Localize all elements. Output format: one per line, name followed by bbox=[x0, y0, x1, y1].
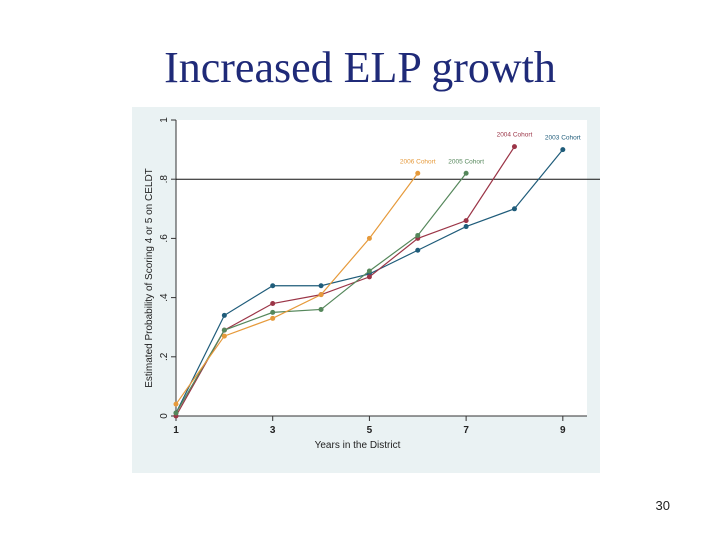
data-point bbox=[366, 235, 372, 241]
x-tick-label: 9 bbox=[560, 425, 566, 436]
data-point bbox=[415, 170, 421, 176]
y-tick-label: 1 bbox=[159, 117, 170, 123]
data-point bbox=[221, 312, 227, 318]
data-point bbox=[270, 283, 276, 289]
series-label: 2004 Cohort bbox=[497, 132, 533, 139]
series-line bbox=[175, 172, 419, 405]
y-tick-label: .2 bbox=[159, 352, 170, 361]
series-label: 2005 Cohort bbox=[448, 158, 484, 165]
data-point bbox=[463, 218, 469, 224]
data-point bbox=[318, 306, 324, 312]
series-line bbox=[175, 146, 515, 417]
series-label: 2006 Cohort bbox=[400, 158, 436, 165]
data-point bbox=[270, 309, 276, 315]
data-point bbox=[366, 268, 372, 274]
chart-panel: 0 .2 .4 .6 .8 1 1 3 5 7 9 Years in the District Esti… bbox=[132, 107, 600, 473]
data-point bbox=[511, 206, 517, 212]
data-point bbox=[173, 401, 179, 407]
data-point bbox=[511, 144, 517, 150]
y-tick-label: 0 bbox=[159, 413, 170, 419]
series-label: 2003 Cohort bbox=[545, 135, 581, 142]
page-number: 30 bbox=[655, 498, 670, 513]
data-point bbox=[366, 274, 372, 280]
data-point bbox=[318, 283, 324, 289]
slide-title: Increased ELP growth bbox=[164, 43, 556, 92]
data-point bbox=[270, 315, 276, 321]
y-axis-title: Estimated Probability of Scoring 4 or 5 … bbox=[144, 168, 155, 388]
data-point bbox=[318, 292, 324, 298]
data-point bbox=[463, 224, 469, 230]
data-point bbox=[415, 232, 421, 238]
x-tick-label: 7 bbox=[463, 425, 469, 436]
x-tick-label: 3 bbox=[270, 425, 276, 436]
ELP-growth-line-chart: 0 .2 .4 .6 .8 1 1 3 5 7 9 Years in the District Esti… bbox=[144, 117, 600, 451]
data-point bbox=[173, 410, 179, 416]
x-tick-label: 5 bbox=[367, 425, 373, 436]
data-point bbox=[221, 327, 227, 333]
data-point bbox=[560, 147, 566, 153]
x-tick-label: 1 bbox=[173, 425, 179, 436]
data-point bbox=[221, 333, 227, 339]
y-tick-label: .6 bbox=[159, 234, 170, 243]
x-axis-title: Years in the District bbox=[315, 440, 401, 451]
data-point bbox=[463, 170, 469, 176]
data-point bbox=[270, 301, 276, 307]
y-tick-label: .8 bbox=[159, 175, 170, 184]
y-tick-label: .4 bbox=[159, 293, 170, 302]
data-point bbox=[415, 247, 421, 253]
